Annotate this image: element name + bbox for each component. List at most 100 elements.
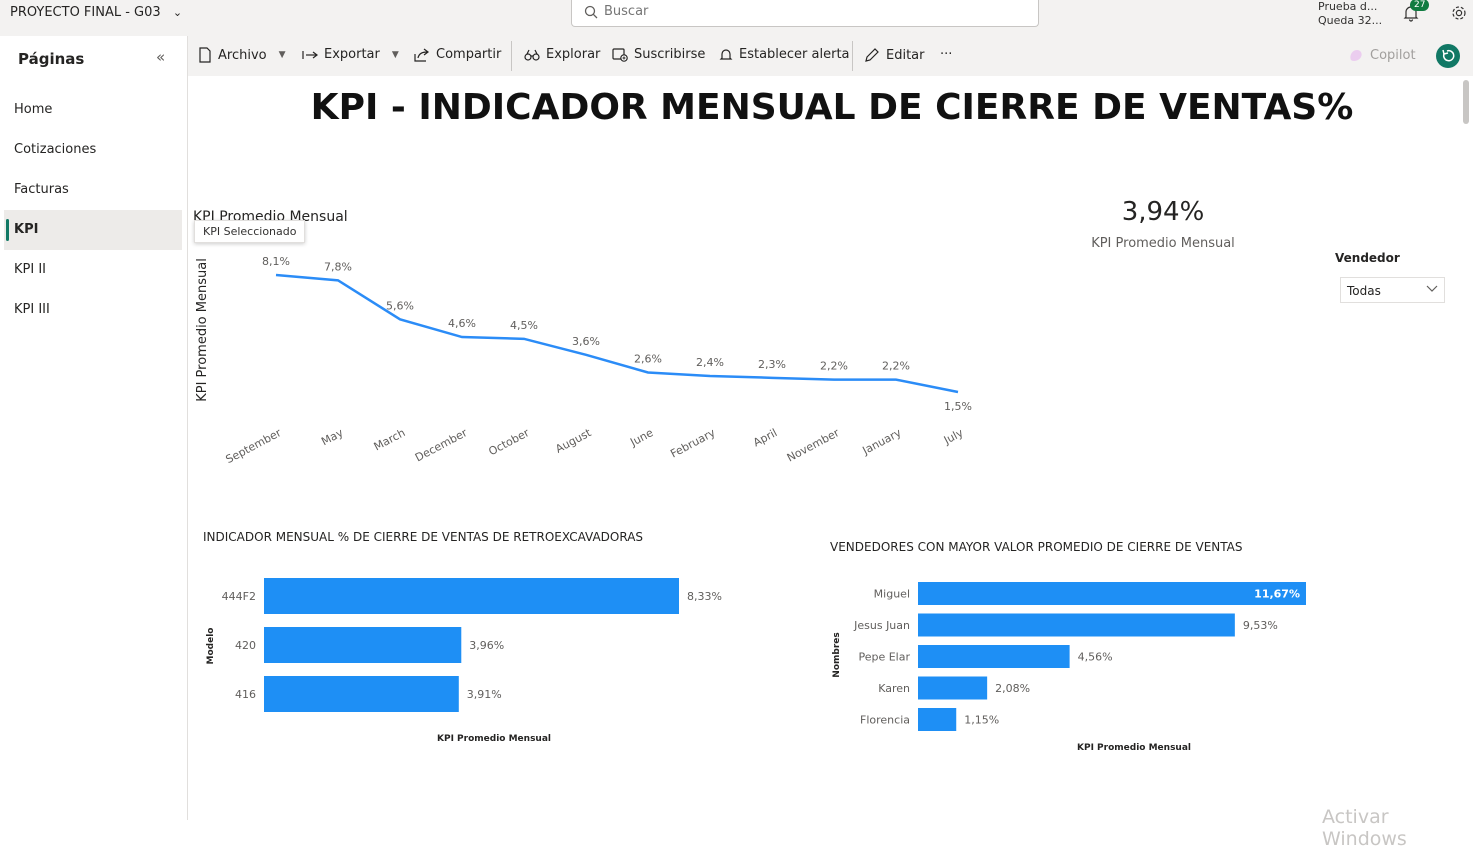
pages-pane-title: Páginas	[18, 50, 85, 68]
workspace-title[interactable]: PROYECTO FINAL - G03 ⌄	[10, 5, 182, 20]
x-tick-label: April	[751, 426, 779, 449]
notifications-button[interactable]: 27	[1402, 0, 1430, 26]
data-label: 7,8%	[324, 260, 352, 273]
y-tick-label: Karen	[878, 682, 910, 695]
search-box[interactable]	[571, 0, 1039, 27]
page-item-kpi-ii[interactable]: KPI II	[14, 262, 46, 277]
x-axis-label: KPI Promedio Mensual	[1077, 743, 1191, 753]
y-tick-label: Miguel	[874, 588, 910, 601]
page-item-cotizaciones[interactable]: Cotizaciones	[14, 142, 97, 157]
explorar-button[interactable]: Explorar	[524, 47, 600, 62]
gear-icon	[1452, 6, 1466, 20]
search-icon	[584, 5, 598, 19]
top-bar: PROYECTO FINAL - G03 ⌄ Prueba d... Queda…	[0, 0, 1473, 36]
bar	[264, 627, 462, 663]
data-label: 8,33%	[687, 590, 722, 603]
trial-status[interactable]: Prueba d... Queda 32...	[1318, 0, 1382, 28]
data-label: 5,6%	[386, 299, 414, 312]
y-axis-label: Modelo	[206, 628, 216, 665]
data-label: 2,08%	[995, 682, 1030, 695]
explorar-label: Explorar	[546, 47, 601, 62]
data-label: 9,53%	[1243, 619, 1278, 632]
data-label: 3,6%	[572, 335, 600, 348]
x-tick-label: June	[627, 426, 655, 449]
pencil-icon	[865, 48, 879, 62]
chevron-down-icon: ▼	[278, 50, 286, 60]
chevron-down-icon	[1426, 285, 1438, 292]
data-label: 4,6%	[448, 317, 476, 330]
y-tick-label: 416	[235, 688, 256, 701]
kpi-card-value: 3,94%	[1121, 197, 1205, 227]
report-toolbar: Archivo ▼ Exportar ▼ Compartir Explorar Su…	[188, 36, 1473, 76]
archivo-label: Archivo	[218, 47, 267, 63]
vendedor-slicer-value: Todas	[1347, 284, 1381, 298]
vendedor-slicer-title: Vendedor	[1335, 251, 1400, 265]
toolbar-divider	[511, 41, 512, 71]
data-label: 8,1%	[262, 255, 290, 268]
page-tooltip: KPI Seleccionado	[194, 220, 306, 243]
toolbar-divider	[852, 41, 853, 71]
activation-watermark: Activar Windows	[1322, 806, 1407, 850]
vendedor-slicer-dropdown[interactable]: Todas	[1340, 277, 1445, 303]
compartir-button[interactable]: Compartir	[414, 47, 501, 62]
workspace-title-label: PROYECTO FINAL - G03	[10, 5, 161, 20]
x-tick-label: September	[224, 426, 284, 466]
chevron-down-icon: ▼	[391, 49, 399, 60]
x-tick-label: August	[553, 426, 594, 456]
data-label: 4,5%	[510, 319, 538, 332]
exportar-menu[interactable]: Exportar ▼	[302, 47, 399, 62]
reset-button[interactable]	[1436, 44, 1460, 68]
settings-button[interactable]	[1450, 4, 1468, 26]
copilot-button[interactable]: Copilot	[1348, 47, 1416, 63]
bar-chart-models[interactable]: Modelo 444F2 8,33% 420 3,96% 416 3,91% KPI Prom…	[196, 565, 756, 755]
suscribirse-button[interactable]: Suscribirse	[612, 47, 705, 62]
data-label: 11,67%	[1254, 588, 1300, 601]
line-chart[interactable]: KPI Promedio Mensual 8,1% September 7,8% May…	[188, 240, 988, 480]
bar-chart-sellers-title: VENDEDORES CON MAYOR VALOR PROMEDIO DE C…	[830, 540, 1243, 554]
bar-chart-sellers[interactable]: Nombres Miguel 11,67% Jesus Juan 9,53% Pepe E…	[826, 575, 1326, 760]
scrollbar[interactable]	[1463, 80, 1469, 124]
page-item-kpi[interactable]: KPI	[4, 210, 182, 250]
bar	[918, 582, 1306, 605]
bar	[918, 676, 988, 700]
copilot-label: Copilot	[1370, 47, 1416, 63]
search-input[interactable]	[604, 4, 1004, 19]
more-options-button[interactable]: ···	[940, 47, 952, 62]
y-axis-label: Nombres	[832, 632, 842, 677]
establecer-alerta-button[interactable]: Establecer alerta	[719, 47, 850, 62]
data-label: 2,4%	[696, 356, 724, 369]
report-title: KPI - INDICADOR MENSUAL DE CIERRE DE VEN…	[310, 87, 1354, 128]
x-tick-label: October	[486, 426, 531, 458]
suscribirse-label: Suscribirse	[634, 47, 706, 62]
page-item-facturas[interactable]: Facturas	[14, 182, 69, 197]
exportar-label: Exportar	[324, 47, 380, 62]
bell-icon	[719, 49, 733, 60]
bar-chart-models-title: INDICADOR MENSUAL % DE CIERRE DE VENTAS …	[203, 530, 644, 544]
reset-icon	[1442, 49, 1455, 62]
archivo-menu[interactable]: Archivo ▼	[198, 47, 286, 63]
binoculars-icon	[524, 49, 540, 61]
notification-count-badge: 27	[1410, 0, 1430, 11]
share-icon	[414, 48, 429, 62]
data-label: 1,15%	[964, 714, 999, 727]
page-item-kpi-iii[interactable]: KPI III	[14, 302, 50, 317]
trial-line-1: Prueba d...	[1318, 0, 1378, 13]
data-label: 2,6%	[634, 353, 662, 366]
x-tick-label: July	[941, 426, 966, 447]
y-tick-label: Florencia	[860, 714, 910, 727]
establecer-alerta-label: Establecer alerta	[739, 47, 850, 62]
bar	[918, 645, 1070, 668]
data-label: 2,2%	[820, 360, 848, 373]
bar	[264, 578, 679, 614]
editar-button[interactable]: Editar	[864, 47, 925, 63]
data-label: 2,2%	[882, 360, 910, 373]
y-axis-label: KPI Promedio Mensual	[195, 258, 210, 402]
data-label: 3,91%	[467, 688, 502, 701]
page-item-home[interactable]: Home	[14, 102, 53, 117]
trial-line-2: Queda 32...	[1318, 14, 1383, 27]
y-tick-label: Jesus Juan	[853, 619, 910, 632]
collapse-pane-icon[interactable]: «	[156, 48, 166, 66]
kpi-card-label: KPI Promedio Mensual	[1091, 236, 1235, 251]
subscribe-icon	[612, 48, 628, 62]
data-label: 1,5%	[944, 400, 972, 413]
